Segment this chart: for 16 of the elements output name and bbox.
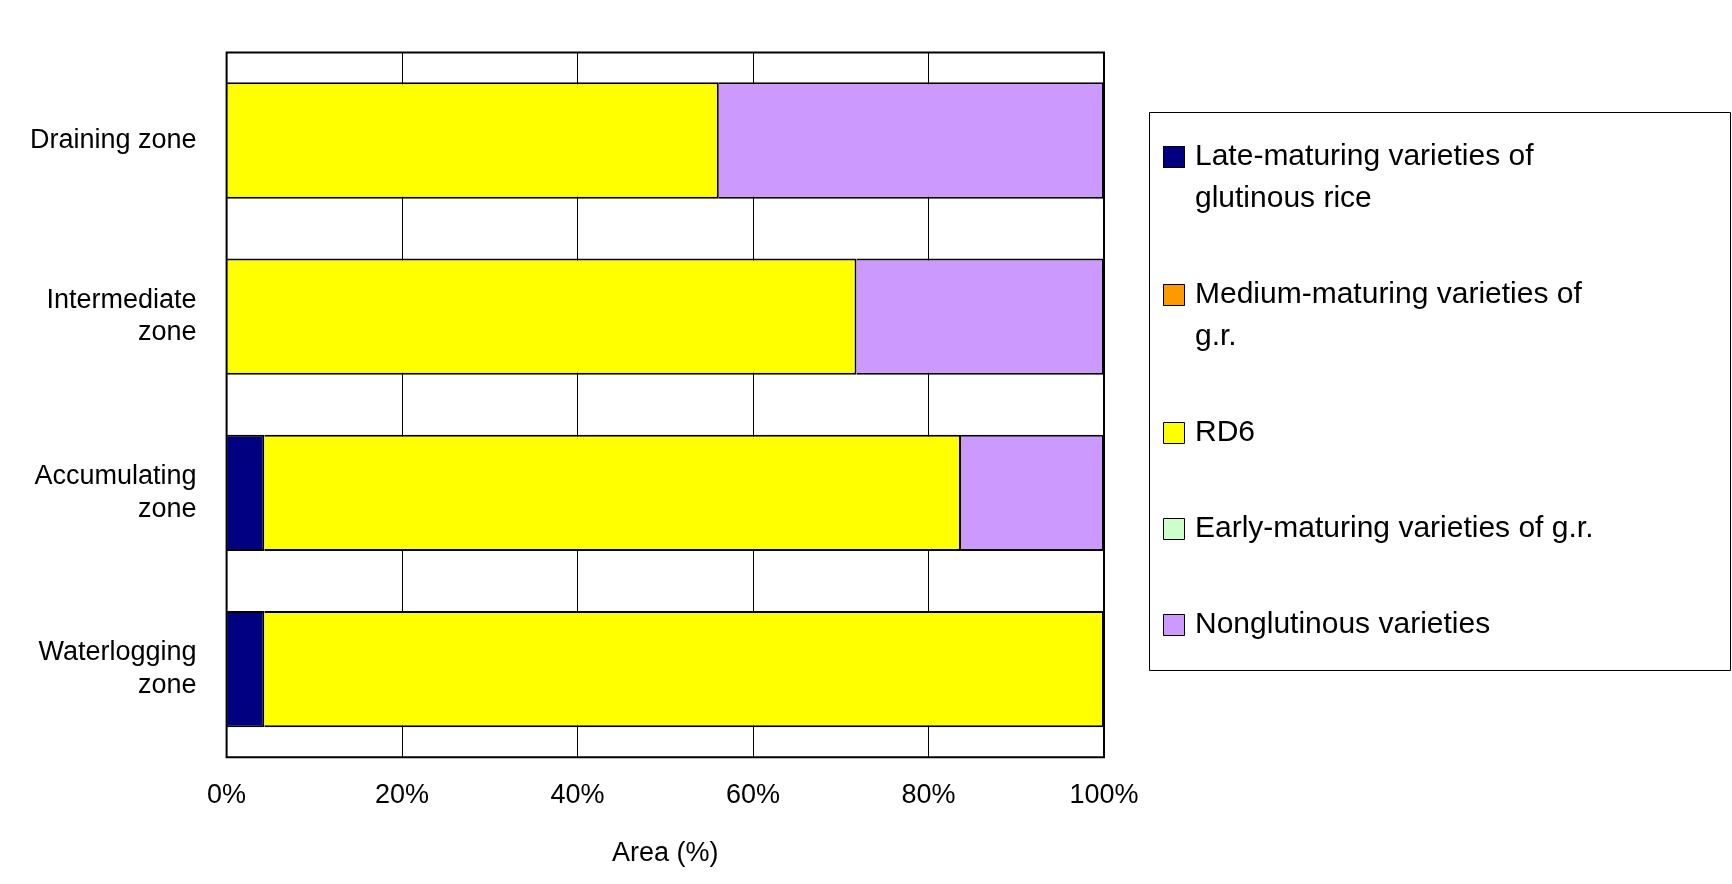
legend-label: Medium-maturing varieties of g.r. xyxy=(1195,276,1583,352)
x-tick-label: 0% xyxy=(207,778,247,809)
legend-label: Nonglutinous varieties xyxy=(1195,606,1491,640)
y-tick-label: Waterlogging zone xyxy=(38,636,197,699)
y-tick-label: Accumulating zone xyxy=(34,460,197,523)
x-axis-title: Area (%) xyxy=(612,837,719,868)
legend-label: Early-maturing varieties of g.r. xyxy=(1195,510,1594,544)
legend-label: RD6 xyxy=(1195,414,1256,448)
x-tick-label: 100% xyxy=(1069,778,1139,809)
y-tick-label: Intermediate zone xyxy=(46,283,197,347)
legend-label: Late-maturing varieties of glutinous rice xyxy=(1195,138,1535,214)
x-tick-label: 40% xyxy=(550,778,605,809)
x-tick-label: 20% xyxy=(375,778,430,809)
x-tick-label: 80% xyxy=(901,778,956,809)
y-tick-label: Draining zone xyxy=(29,123,197,154)
x-tick-label: 60% xyxy=(726,778,781,809)
